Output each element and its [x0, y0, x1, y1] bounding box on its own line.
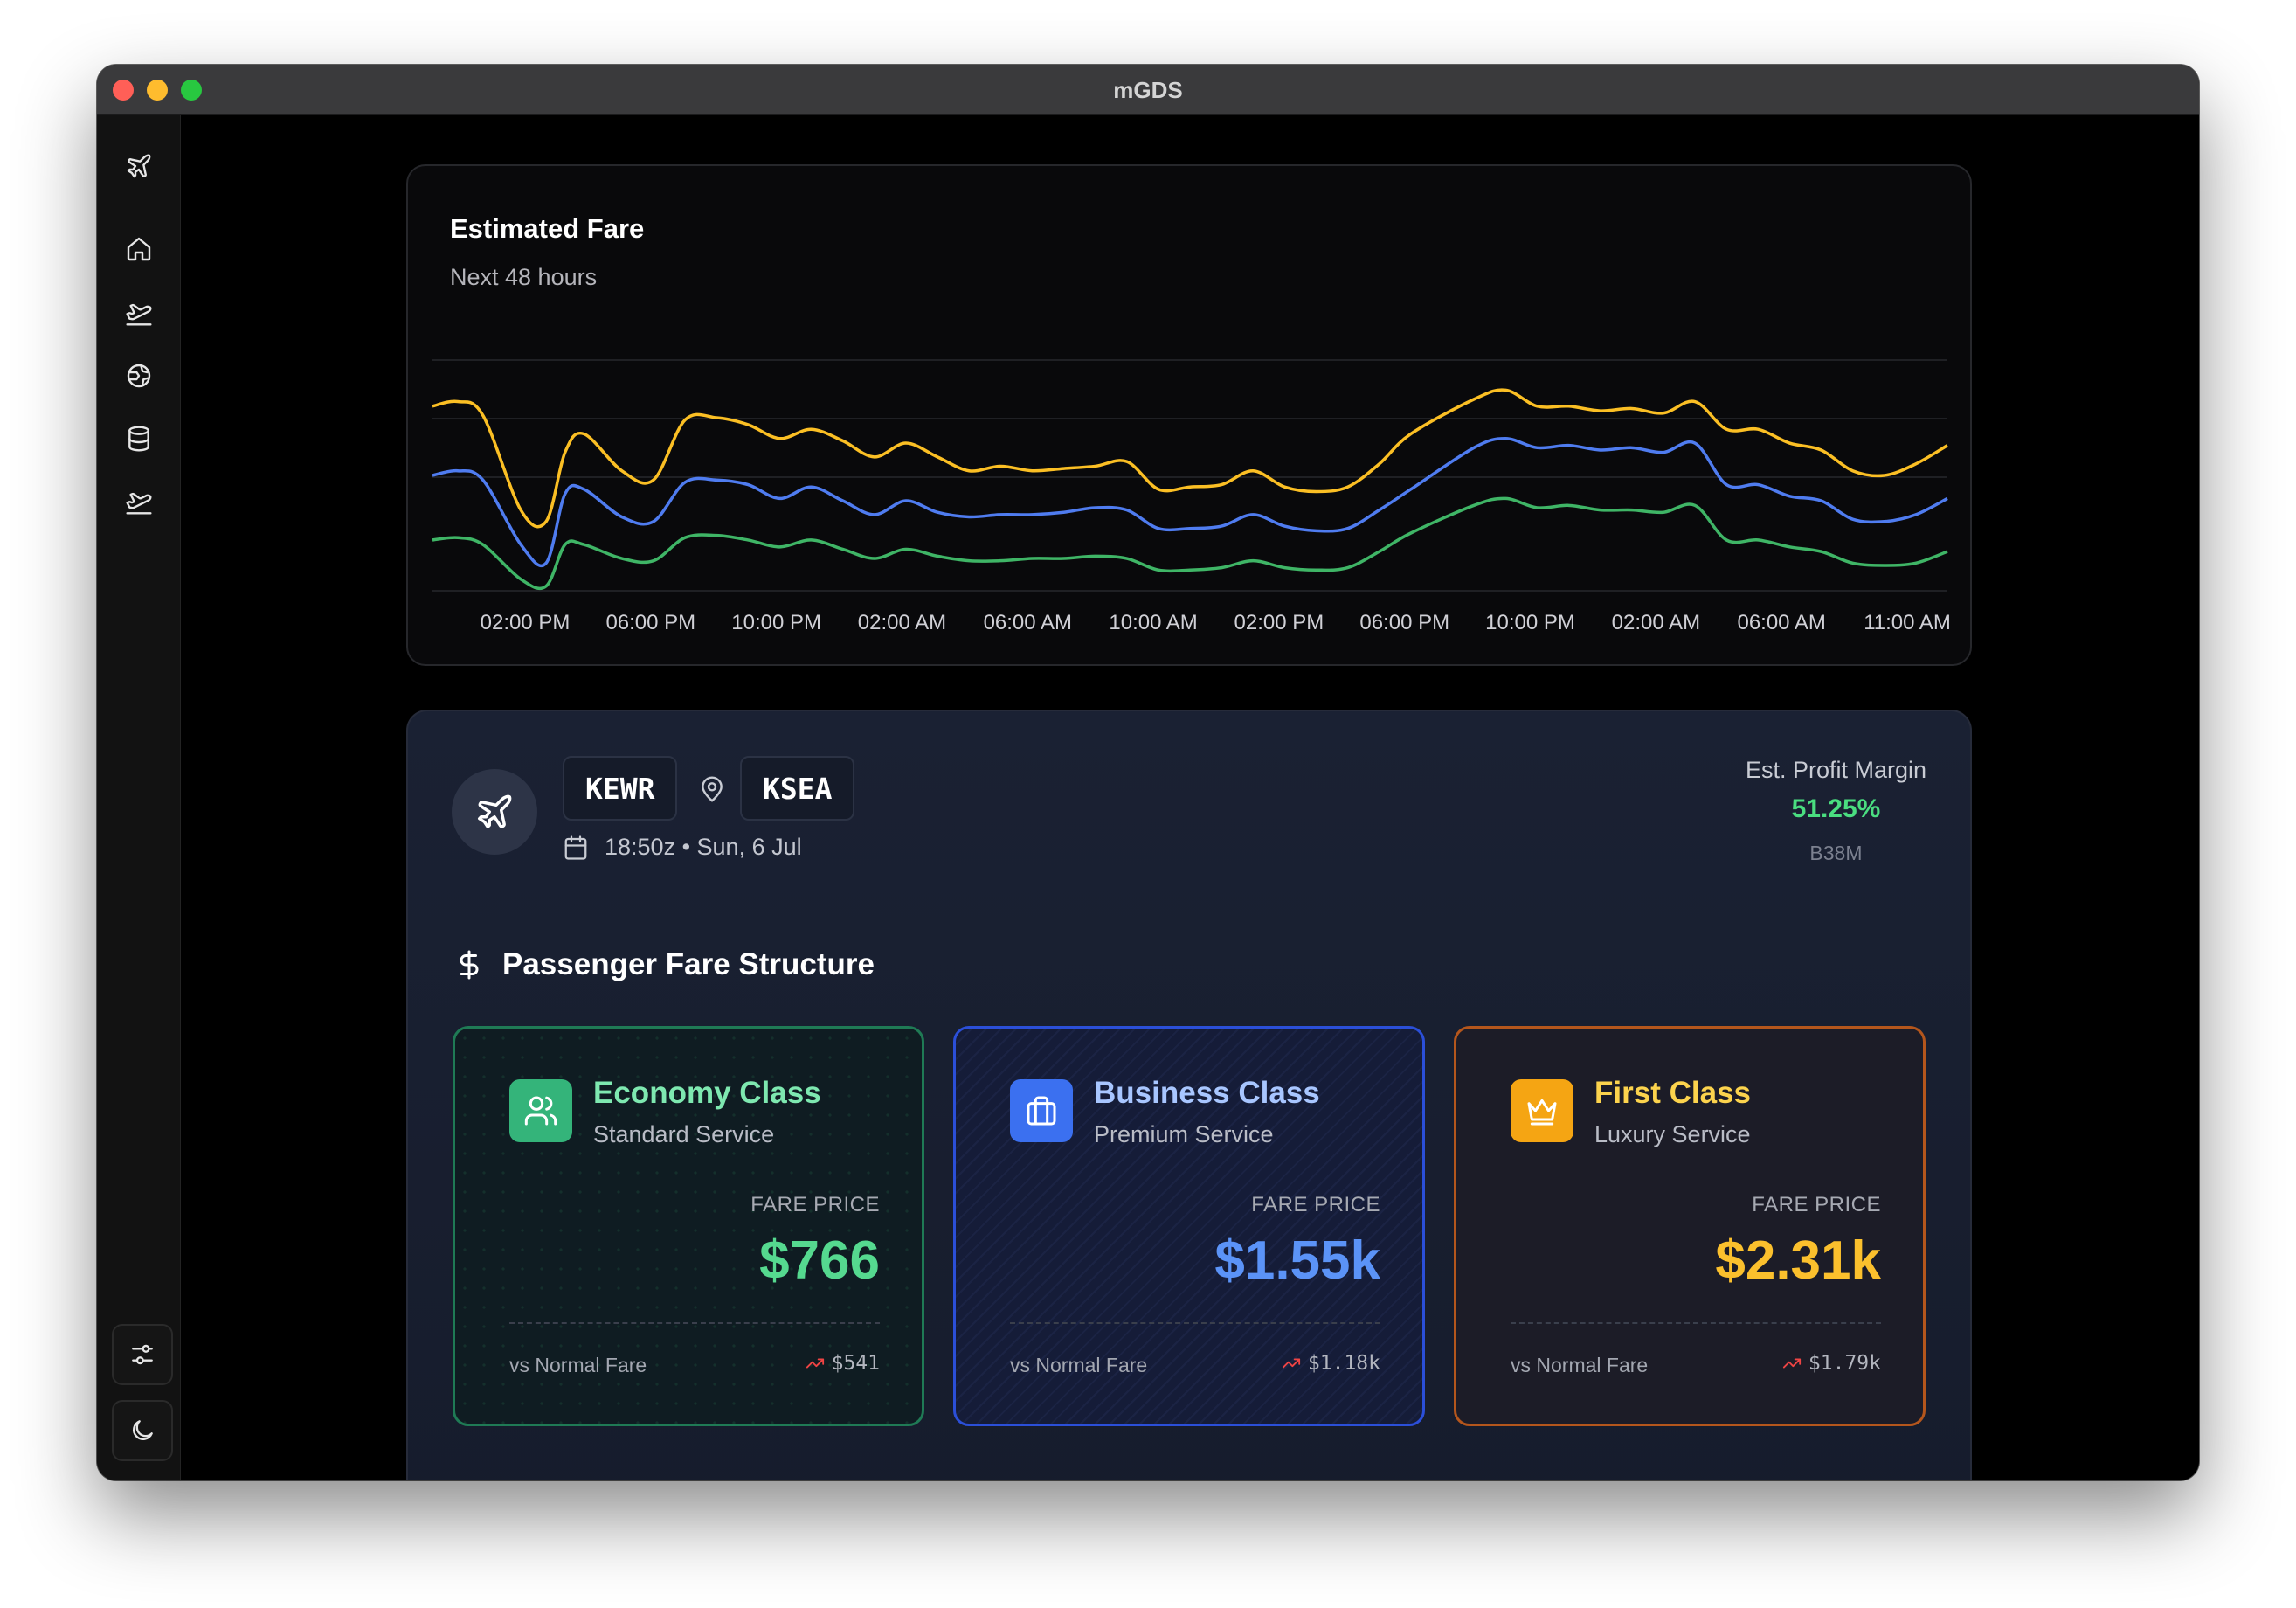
route-card: KEWR KSEA 18:50z • Sun, 6 Jul Est. Profi…	[406, 710, 1972, 1480]
series-line-economy	[432, 496, 1948, 591]
route-plane-badge	[452, 769, 537, 855]
fare-service-level: Premium Service	[1094, 1121, 1274, 1147]
profit-margin-value: 51.25%	[1791, 794, 1881, 823]
plane-icon	[478, 794, 512, 828]
fare-section-header: Passenger Fare Structure	[453, 947, 875, 982]
calendar-icon	[564, 835, 587, 860]
fare-class-name: First Class	[1594, 1076, 1751, 1110]
fare-price-label: FARE PRICE	[1752, 1193, 1881, 1216]
economy-fare-card[interactable]: Economy Class Standard Service FARE PRIC…	[453, 1026, 924, 1426]
business-fare-card[interactable]: Business Class Premium Service FARE PRIC…	[953, 1026, 1425, 1426]
fare-price-label: FARE PRICE	[750, 1193, 880, 1216]
minimize-window-button[interactable]	[147, 80, 168, 100]
x-tick-label: 10:00 PM	[731, 611, 821, 634]
fare-class-name: Business Class	[1094, 1076, 1320, 1110]
first-fare-card[interactable]: First Class Luxury Service FARE PRICE $2…	[1454, 1026, 1926, 1426]
vs-normal-label: vs Normal Fare	[1511, 1354, 1649, 1376]
briefcase-icon	[1010, 1079, 1073, 1142]
x-tick-label: 06:00 AM	[1737, 611, 1825, 634]
x-tick-label: 06:00 PM	[1359, 611, 1449, 634]
fare-price-label: FARE PRICE	[1251, 1193, 1380, 1216]
fare-divider	[1010, 1322, 1380, 1324]
vs-normal-label: vs Normal Fare	[1010, 1354, 1148, 1376]
x-tick-label: 10:00 AM	[1109, 611, 1197, 634]
x-tick-label: 02:00 PM	[1234, 611, 1324, 634]
arrivals-plane-takeoff-icon[interactable]	[118, 481, 160, 523]
trending-up-icon	[1782, 1358, 1801, 1369]
x-tick-label: 11:00 AM	[1864, 611, 1951, 634]
normal-fare-value: $1.18k	[1307, 1352, 1380, 1375]
profit-margin-block: Est. Profit Margin 51.25% B38M	[1746, 757, 1926, 865]
x-tick-label: 06:00 PM	[605, 611, 695, 634]
globe-icon[interactable]	[118, 355, 160, 397]
settings-sliders-button[interactable]	[112, 1324, 173, 1385]
users-icon	[509, 1079, 572, 1142]
map-pin-icon	[702, 776, 723, 802]
trending-up-icon	[1282, 1358, 1300, 1369]
database-icon[interactable]	[118, 418, 160, 460]
close-window-button[interactable]	[113, 80, 134, 100]
normal-fare-value: $1.79k	[1808, 1352, 1881, 1375]
fare-divider	[1511, 1322, 1881, 1324]
x-tick-label: 02:00 AM	[858, 611, 946, 634]
series-line-business	[432, 437, 1948, 568]
x-tick-label: 10:00 PM	[1485, 611, 1575, 634]
zoom-window-button[interactable]	[181, 80, 202, 100]
fare-price-value: $1.55k	[1214, 1230, 1380, 1291]
app-logo-plane-icon[interactable]	[118, 145, 160, 187]
moon-icon	[133, 1420, 153, 1440]
departures-plane-takeoff-icon[interactable]	[118, 292, 160, 334]
main-content: Estimated Fare Next 48 hours 02:00 PM 06:…	[182, 115, 2199, 1480]
chart-subtitle: Next 48 hours	[450, 264, 598, 290]
normal-fare: $1.18k	[1282, 1352, 1380, 1375]
fare-divider	[509, 1322, 880, 1324]
trending-up-icon	[806, 1358, 824, 1369]
profit-margin-label: Est. Profit Margin	[1745, 757, 1926, 783]
fare-service-level: Luxury Service	[1594, 1121, 1751, 1147]
x-tick-label: 06:00 AM	[984, 611, 1072, 634]
normal-fare: $541	[806, 1352, 880, 1375]
x-tick-label: 02:00 PM	[481, 611, 571, 634]
window-title: mGDS	[1113, 77, 1183, 103]
chart-title: Estimated Fare	[450, 213, 645, 244]
fare-price-value: $766	[759, 1230, 880, 1291]
app-window: mGDS Estimated Fare Next 48 hours	[97, 65, 2199, 1480]
theme-toggle-button[interactable]	[112, 1400, 173, 1461]
normal-fare-value: $541	[831, 1352, 880, 1375]
destination-airport[interactable]: KSEA	[740, 756, 855, 821]
fare-line-chart: 02:00 PM 06:00 PM 10:00 PM 02:00 AM 06:00 AM…	[432, 359, 1951, 634]
origin-airport[interactable]: KEWR	[563, 756, 678, 821]
sidebar	[97, 115, 181, 1480]
dollar-sign-icon	[460, 950, 479, 980]
flight-datetime: 18:50z • Sun, 6 Jul	[605, 834, 802, 860]
x-tick-label: 02:00 AM	[1612, 611, 1700, 634]
title-bar: mGDS	[97, 65, 2199, 115]
aircraft-type: B38M	[1809, 842, 1863, 864]
crown-icon	[1511, 1079, 1573, 1142]
vs-normal-label: vs Normal Fare	[509, 1354, 647, 1376]
sliders-icon	[132, 1344, 153, 1365]
fare-section-title: Passenger Fare Structure	[502, 947, 875, 981]
fare-class-name: Economy Class	[593, 1076, 821, 1110]
estimated-fare-chart-card: Estimated Fare Next 48 hours 02:00 PM 06:…	[406, 164, 1972, 666]
fare-price-value: $2.31k	[1715, 1230, 1881, 1291]
fare-service-level: Standard Service	[593, 1121, 775, 1147]
home-icon[interactable]	[118, 228, 160, 270]
series-line-first	[432, 388, 1948, 529]
normal-fare: $1.79k	[1782, 1352, 1881, 1375]
